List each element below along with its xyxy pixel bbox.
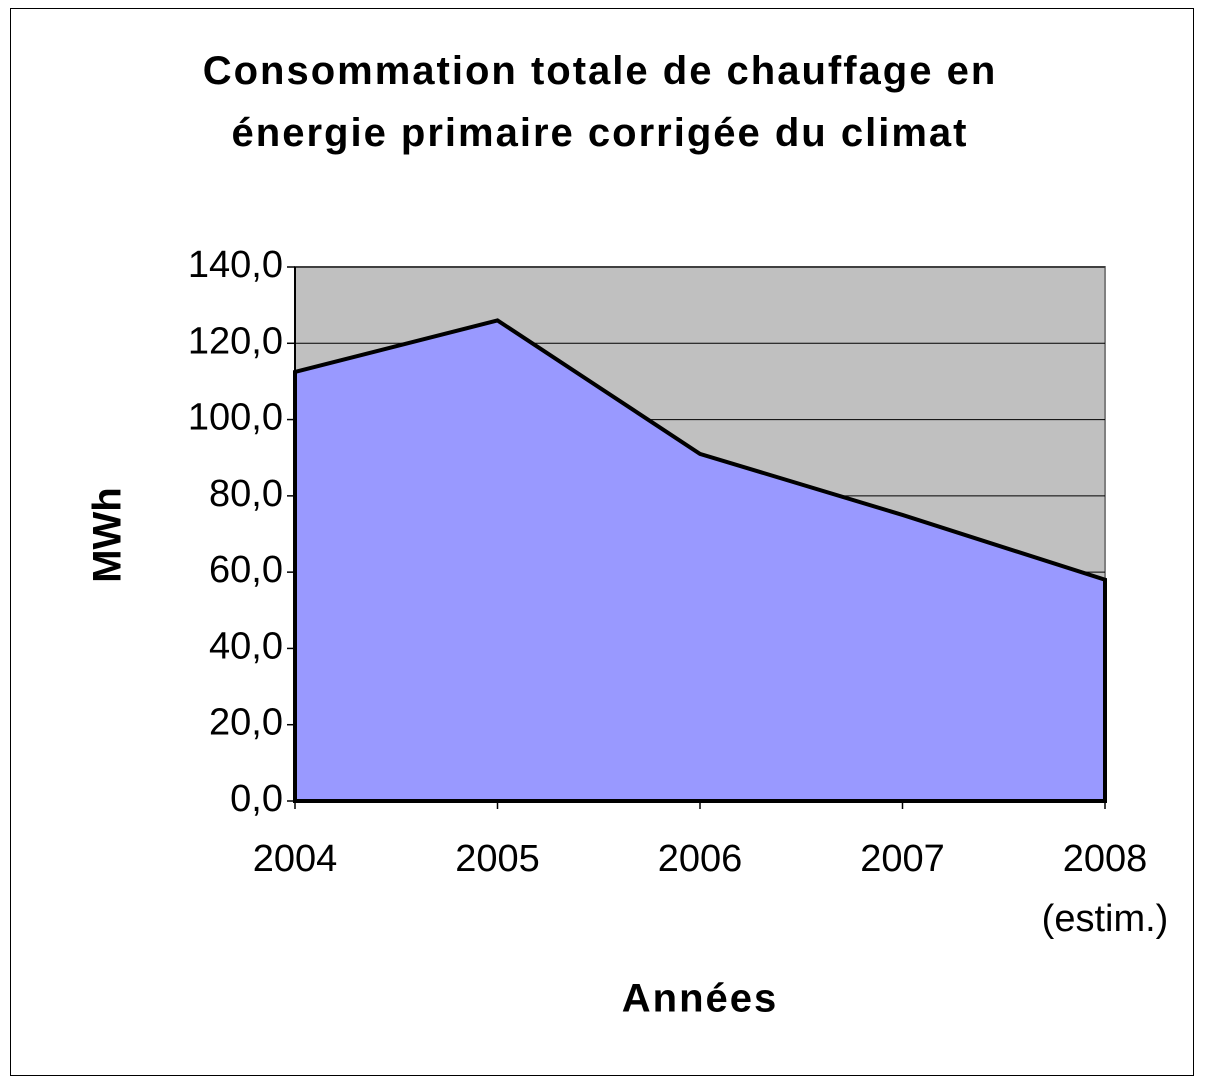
x-axis-label: Années bbox=[622, 977, 779, 1021]
y-axis-label: MWh bbox=[86, 487, 130, 583]
x-tick-label: 2008 (estim.) bbox=[1042, 838, 1169, 940]
y-tick-label: 40,0 bbox=[209, 625, 283, 667]
y-tick-label: 60,0 bbox=[209, 549, 283, 591]
y-tick-label: 0,0 bbox=[230, 778, 283, 820]
y-tick-label: 140,0 bbox=[188, 244, 283, 286]
x-tick-label: 2005 bbox=[455, 838, 540, 880]
x-tick-label: 2004 bbox=[253, 838, 338, 880]
y-tick-label: 100,0 bbox=[188, 397, 283, 439]
x-tick-label: 2007 bbox=[860, 838, 945, 880]
area bbox=[293, 318, 1107, 803]
y-tick-label: 20,0 bbox=[209, 702, 283, 744]
y-tick-label: 120,0 bbox=[188, 320, 283, 362]
y-tick-label: 80,0 bbox=[209, 473, 283, 515]
chart-frame bbox=[10, 8, 1194, 1076]
x-tick-label: 2006 bbox=[658, 838, 743, 880]
chart-title: Consommation totale de chauffage en éner… bbox=[202, 49, 998, 155]
